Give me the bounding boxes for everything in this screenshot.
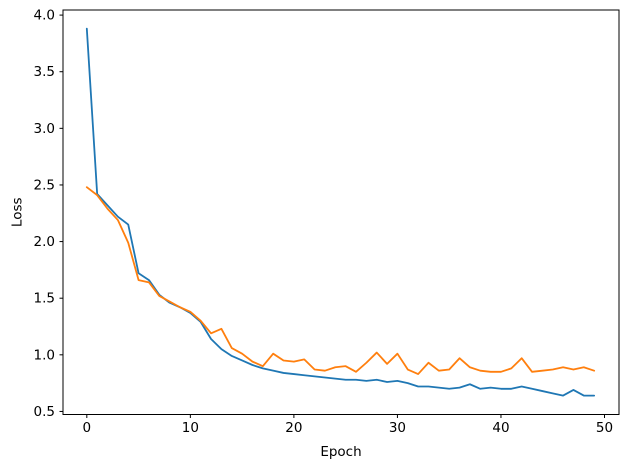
x-tick-label: 10 [182, 420, 199, 436]
x-tick-label: 0 [83, 420, 92, 436]
axes-frame [62, 9, 620, 415]
x-axis: 0 10 20 30 40 50 [83, 414, 613, 436]
x-tick-label: 50 [596, 420, 613, 436]
y-tick-label: 2.0 [34, 234, 55, 250]
y-tick-label: 2.5 [34, 177, 55, 193]
y-tick-label: 3.0 [34, 121, 55, 137]
y-tick-label: 0.5 [34, 404, 55, 420]
y-axis: 0.5 1.0 1.5 2.0 2.5 3.0 3.5 4.0 [34, 8, 63, 420]
series-lines [85, 27, 596, 397]
y-tick-label: 3.5 [34, 64, 55, 80]
validation-loss-line [85, 186, 596, 375]
y-tick-label: 4.0 [34, 8, 55, 24]
y-tick-label: 1.0 [34, 347, 55, 363]
x-axis-label: Epoch [320, 444, 361, 460]
y-tick-label: 1.5 [34, 291, 55, 307]
x-tick-label: 30 [389, 420, 406, 436]
x-tick-label: 20 [285, 420, 302, 436]
x-tick-label: 40 [492, 420, 509, 436]
y-axis-label: Loss [10, 197, 26, 227]
